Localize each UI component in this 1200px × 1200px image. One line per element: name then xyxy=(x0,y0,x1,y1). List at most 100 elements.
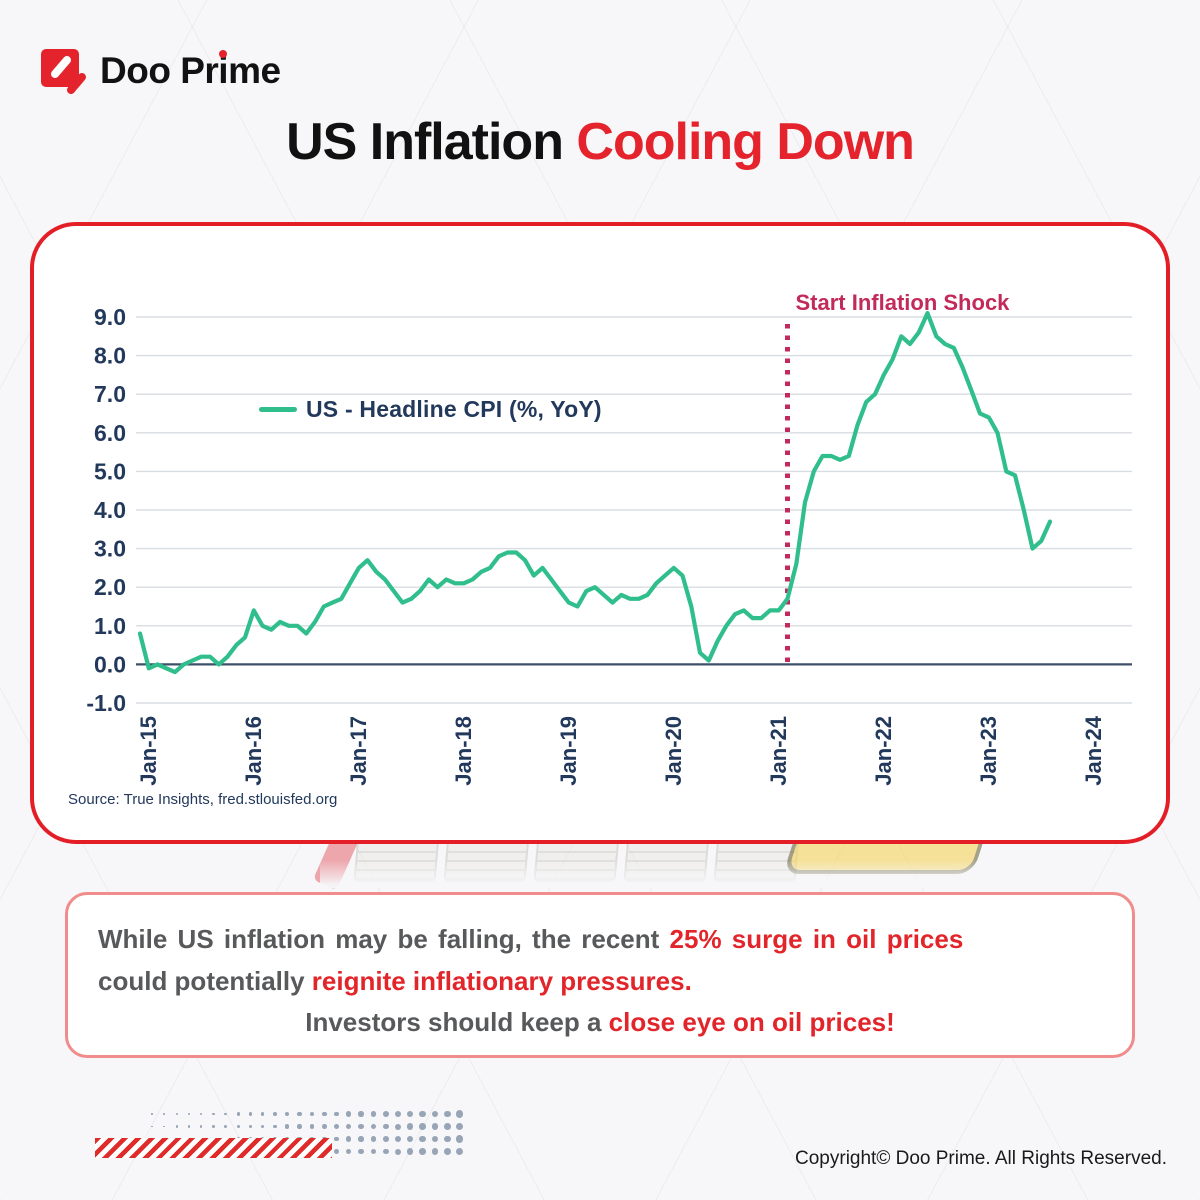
commentary-line-3: Investors should keep a close eye on oil… xyxy=(305,1007,895,1038)
page-title: US Inflation Cooling Down xyxy=(0,112,1200,172)
dot xyxy=(443,1148,451,1155)
dot xyxy=(334,1149,339,1154)
dot xyxy=(455,1122,464,1131)
svg-text:Start Inflation Shock: Start Inflation Shock xyxy=(796,290,1011,315)
dot xyxy=(382,1123,389,1130)
dot xyxy=(334,1111,339,1117)
dot xyxy=(273,1112,277,1116)
dot xyxy=(407,1148,414,1155)
commentary-line-1: While US inflation may be falling, the r… xyxy=(98,924,964,954)
dot xyxy=(382,1111,389,1117)
legend-label: US - Headline CPI (%, YoY) xyxy=(306,396,602,422)
commentary-line-2: could potentially reignite inflationary … xyxy=(98,965,692,996)
dot xyxy=(382,1148,389,1155)
dot xyxy=(443,1123,451,1130)
dot xyxy=(407,1110,414,1118)
svg-text:Jan-16: Jan-16 xyxy=(241,716,266,786)
dot xyxy=(212,1112,215,1116)
dot xyxy=(285,1111,290,1116)
dot xyxy=(455,1110,464,1118)
dot xyxy=(248,1112,253,1116)
dot xyxy=(358,1136,364,1142)
svg-text:2.0: 2.0 xyxy=(94,574,126,600)
dot xyxy=(419,1110,426,1118)
dot xyxy=(346,1111,352,1117)
dot xyxy=(370,1123,377,1130)
svg-text:4.0: 4.0 xyxy=(94,497,126,523)
commentary-box: While US inflation may be falling, the r… xyxy=(65,892,1135,1058)
dot xyxy=(395,1136,401,1142)
dot xyxy=(297,1124,302,1129)
dot xyxy=(455,1147,464,1156)
dot xyxy=(309,1124,315,1129)
dot xyxy=(297,1111,302,1117)
dot xyxy=(346,1123,352,1130)
dot xyxy=(431,1123,439,1130)
svg-text:0.0: 0.0 xyxy=(94,651,126,677)
fade-overlay xyxy=(320,860,980,888)
dot xyxy=(224,1112,228,1116)
dot xyxy=(358,1123,364,1130)
dot xyxy=(431,1110,439,1118)
dot xyxy=(407,1135,414,1143)
svg-text:6.0: 6.0 xyxy=(94,420,126,446)
svg-text:-1.0: -1.0 xyxy=(86,690,126,716)
svg-text:Jan-18: Jan-18 xyxy=(451,716,476,786)
svg-text:Jan-15: Jan-15 xyxy=(136,716,161,786)
dot xyxy=(334,1124,339,1129)
svg-text:Jan-17: Jan-17 xyxy=(346,716,371,786)
svg-text:Jan-23: Jan-23 xyxy=(976,716,1001,786)
dot xyxy=(370,1148,377,1155)
svg-text:1.0: 1.0 xyxy=(94,613,126,639)
svg-text:8.0: 8.0 xyxy=(94,343,126,369)
dot xyxy=(346,1148,352,1155)
dot xyxy=(321,1111,327,1117)
dot xyxy=(358,1111,364,1117)
dot xyxy=(346,1136,352,1142)
falling-dominoes-decoration xyxy=(312,815,988,891)
dot xyxy=(419,1123,426,1130)
dot xyxy=(212,1125,215,1128)
dot xyxy=(395,1148,401,1155)
dot xyxy=(382,1136,389,1142)
dot xyxy=(370,1136,377,1142)
dot xyxy=(419,1148,426,1155)
dot xyxy=(321,1124,327,1129)
dot xyxy=(395,1111,401,1117)
chart-card: 9.0 8.0 7.0 6.0 5.0 4.0 3.0 2.0 1.0 0.0 -1.0 Jan-15… xyxy=(30,222,1170,844)
dot xyxy=(370,1111,377,1117)
dot xyxy=(260,1112,265,1116)
svg-text:9.0: 9.0 xyxy=(94,304,126,330)
dot xyxy=(199,1112,203,1116)
cpi-line-chart: 9.0 8.0 7.0 6.0 5.0 4.0 3.0 2.0 1.0 0.0 -1.0 Jan-15… xyxy=(86,290,1132,786)
red-hatch-bar-decoration xyxy=(95,1138,332,1158)
dot xyxy=(443,1110,451,1118)
dot xyxy=(175,1125,178,1128)
dot xyxy=(334,1136,339,1142)
chart-source: Source: True Insights, fred.stlouisfed.o… xyxy=(68,791,338,808)
svg-text:5.0: 5.0 xyxy=(94,458,126,484)
dot xyxy=(236,1112,240,1116)
svg-text:Jan-20: Jan-20 xyxy=(661,716,686,786)
legend-line-swatch xyxy=(259,407,297,412)
dot xyxy=(248,1124,253,1129)
dot xyxy=(199,1125,203,1128)
dot xyxy=(187,1112,191,1116)
dot xyxy=(419,1135,426,1143)
page-title-black: US Inflation xyxy=(286,113,577,171)
dot xyxy=(187,1125,191,1128)
dot xyxy=(431,1148,439,1155)
dot xyxy=(163,1125,166,1128)
dot xyxy=(443,1135,451,1143)
dot xyxy=(285,1124,290,1129)
dot xyxy=(358,1148,364,1155)
dot xyxy=(175,1112,178,1115)
dot xyxy=(224,1125,228,1128)
copyright-text: Copyright© Doo Prime. All Rights Reserve… xyxy=(795,1148,1167,1169)
doo-prime-wordmark: Doo Prime xyxy=(100,50,281,91)
doo-prime-logo-icon xyxy=(41,49,86,94)
dot xyxy=(395,1123,401,1130)
dot xyxy=(431,1135,439,1143)
dot xyxy=(273,1124,277,1129)
